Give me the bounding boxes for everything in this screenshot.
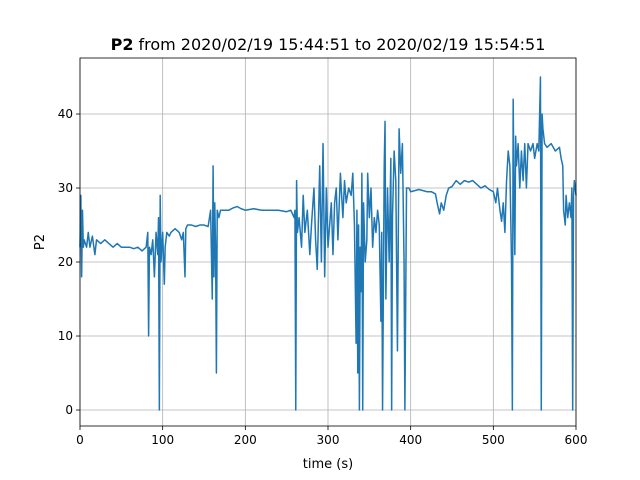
plot-frame [79,57,577,427]
x-tick-label: 300 [317,433,340,447]
y-tick-label: 20 [58,255,73,269]
x-tick-label: 0 [76,433,84,447]
x-tick-label: 200 [234,433,257,447]
y-tick-label: 10 [58,329,73,343]
x-tick-label: 500 [482,433,505,447]
x-tick-label: 400 [399,433,422,447]
y-tick-label: 0 [65,403,73,417]
chart-title: P2 from 2020/02/19 15:44:51 to 2020/02/19… [111,35,546,54]
title-series: P2 [111,35,134,54]
y-tick-label: 40 [58,107,73,121]
y-axis-label: P2 [33,234,48,250]
x-axis-label: time (s) [303,457,353,472]
data-line [79,76,577,411]
x-tick-label: 600 [565,433,588,447]
x-tick-label: 100 [151,433,174,447]
title-text: from 2020/02/19 15:44:51 to 2020/02/19 1… [138,35,545,54]
y-tick-label: 30 [58,181,73,195]
